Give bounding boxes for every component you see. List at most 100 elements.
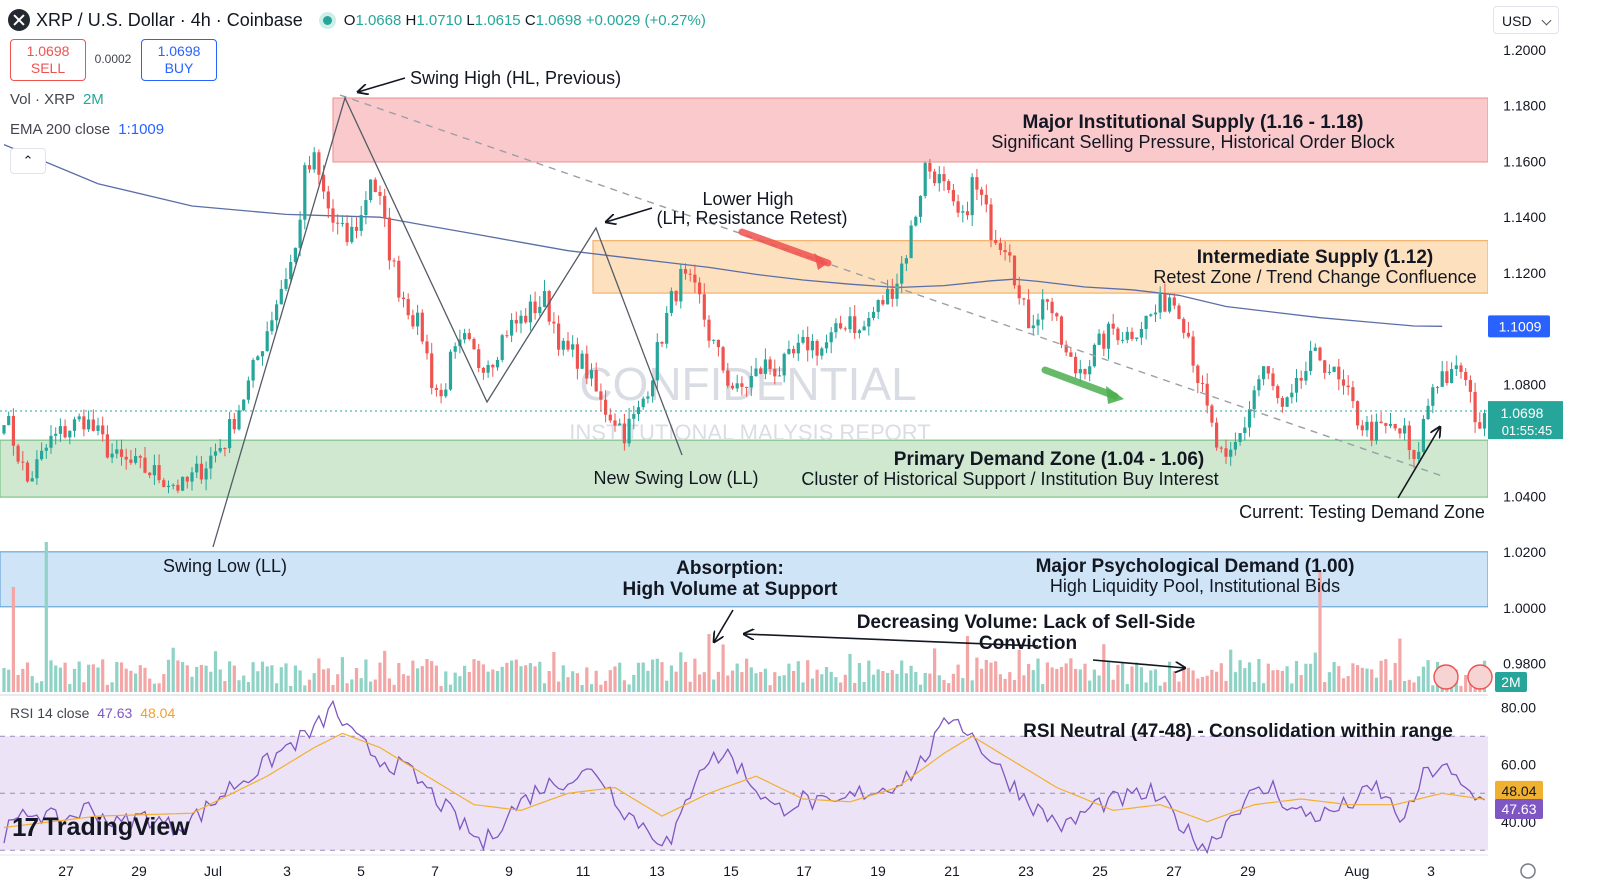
volume-bar xyxy=(378,662,382,692)
volume-bar xyxy=(951,673,955,692)
candle-body xyxy=(904,258,908,264)
volume-bar xyxy=(477,660,481,692)
volume-bar xyxy=(716,671,720,692)
volume-bar xyxy=(491,669,495,692)
candle-body xyxy=(881,300,885,305)
candle-body xyxy=(204,468,208,480)
candle-body xyxy=(815,340,819,356)
chevron-up-icon: ⌃ xyxy=(22,153,34,168)
volume-bar xyxy=(68,684,72,692)
volume-bar xyxy=(679,652,683,692)
volume-bar xyxy=(1294,661,1299,692)
candle-body xyxy=(984,194,988,205)
candle-body xyxy=(434,387,438,390)
volume-bar xyxy=(1210,669,1214,692)
volume-bar xyxy=(730,670,735,692)
volume-bar xyxy=(1417,676,1421,692)
zone-0 xyxy=(332,97,1489,163)
ema-legend[interactable]: EMA 200 close 1:1009 xyxy=(10,121,164,138)
candle-body xyxy=(481,367,485,373)
annotation-labels: Major Institutional Supply (1.16 - 1.18)… xyxy=(163,68,1485,654)
volume-bar xyxy=(1271,670,1275,692)
volume-bar xyxy=(195,666,199,692)
volume-bar xyxy=(1031,670,1035,692)
volume-bar xyxy=(1017,649,1021,692)
candle-body xyxy=(519,315,523,324)
market-status-icon xyxy=(322,15,332,25)
symbol-title[interactable]: XRP / U.S. Dollar · 4h · Coinbase xyxy=(36,9,303,30)
candle-body xyxy=(768,359,772,369)
candle-body xyxy=(604,399,608,415)
candle-body xyxy=(11,415,15,446)
volume-bar xyxy=(1012,680,1017,692)
currency-selector[interactable]: USD xyxy=(1493,6,1559,34)
candle-body xyxy=(641,398,645,408)
candle-body xyxy=(340,222,344,224)
candle-body xyxy=(369,179,373,201)
volume-bar xyxy=(914,672,918,692)
candle-body xyxy=(185,476,189,482)
candle-body xyxy=(1031,325,1035,329)
volume-bar xyxy=(1280,670,1284,692)
candle-body xyxy=(1088,366,1092,375)
volume-bar xyxy=(1327,672,1331,692)
candle-body xyxy=(1050,301,1054,314)
volume-bar xyxy=(871,674,876,692)
volume-bar xyxy=(1285,666,1289,692)
candle-body xyxy=(561,340,565,350)
time-tick-label: 21 xyxy=(944,863,960,879)
volume-bar xyxy=(138,665,142,692)
collapse-legend-button[interactable]: ⌃ xyxy=(10,148,46,174)
volume-bar xyxy=(171,647,175,692)
volume-bar xyxy=(1233,672,1237,692)
annotation-arrow xyxy=(1397,427,1440,499)
zone-subtitle: Retest Zone / Trend Change Confluence xyxy=(1153,267,1476,287)
volume-bar xyxy=(1022,675,1026,692)
candle-body xyxy=(1266,366,1270,374)
candle-body xyxy=(1473,391,1477,423)
volume-bar xyxy=(641,662,645,692)
volume-bar xyxy=(1168,661,1172,692)
volume-bar xyxy=(1158,685,1162,692)
time-tick-label: 15 xyxy=(723,863,739,879)
bearish-arrow xyxy=(738,228,832,267)
candle-body xyxy=(1356,401,1360,426)
volume-bar xyxy=(585,667,589,692)
rsi-legend[interactable]: RSI 14 close 47.63 48.04 xyxy=(10,705,175,721)
volume-bar xyxy=(134,673,138,692)
xrp-logo-icon xyxy=(8,9,30,31)
volume-bar xyxy=(1313,652,1317,692)
candle-body xyxy=(96,425,100,431)
volume-bar xyxy=(688,681,692,692)
volume-bar xyxy=(467,671,471,692)
candle-body xyxy=(820,348,824,356)
candle-body xyxy=(1215,422,1219,448)
volume-bar xyxy=(298,670,302,692)
annotation-lower-high-detail: (LH, Resistance Retest) xyxy=(656,208,847,228)
volume-bar xyxy=(622,680,626,692)
volume-bar xyxy=(1299,675,1303,692)
volume-bar xyxy=(702,672,706,692)
candle-body xyxy=(1045,299,1049,302)
volume-bar xyxy=(218,669,222,692)
candle-body xyxy=(68,430,72,438)
volume-bar xyxy=(1219,663,1223,692)
rsi-ma-line xyxy=(3,732,1485,829)
candle-body xyxy=(1158,294,1162,313)
volume-legend[interactable]: Vol · XRP 2M xyxy=(10,91,104,108)
sell-button[interactable]: 1.0698 SELL xyxy=(10,39,86,81)
candle-body xyxy=(1229,449,1233,457)
volume-bar xyxy=(627,684,631,692)
buy-button[interactable]: 1.0698 BUY xyxy=(141,39,217,81)
candle-body xyxy=(270,320,274,332)
candle-body xyxy=(72,419,77,431)
candle-body xyxy=(538,306,542,314)
volume-bar xyxy=(575,673,579,692)
candle-body xyxy=(260,351,265,357)
candle-body xyxy=(674,291,678,302)
volume-bar xyxy=(1459,685,1463,692)
volume-bar xyxy=(1097,675,1101,692)
change-value: +0.0029 (+0.27%) xyxy=(585,11,706,29)
low-value: 1.0615 xyxy=(474,11,521,29)
